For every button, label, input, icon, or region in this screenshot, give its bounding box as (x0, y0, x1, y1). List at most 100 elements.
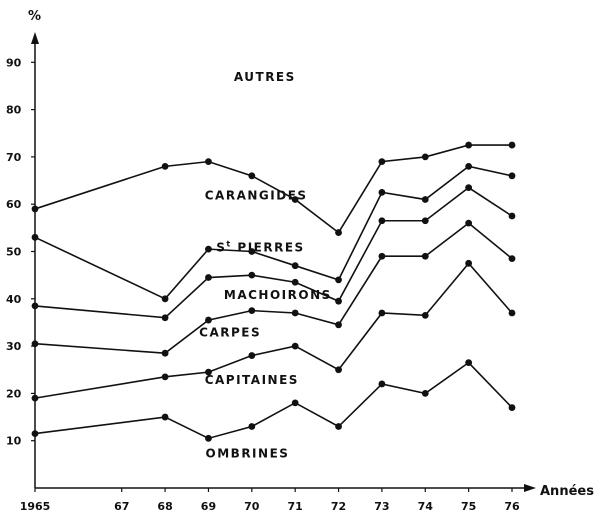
data-point (421, 153, 429, 161)
data-point (205, 368, 212, 376)
data-point (248, 172, 256, 180)
band-label: MACHOIRONS (224, 288, 332, 302)
data-point (205, 434, 212, 442)
x-tick-label: 74 (418, 500, 434, 513)
y-tick-label: 30 (6, 340, 22, 353)
x-tick-label: 69 (201, 500, 216, 513)
y-tick-label: 80 (6, 104, 22, 117)
x-tick-label: 1965 (20, 500, 51, 513)
data-point (205, 245, 212, 253)
data-point (508, 404, 516, 411)
data-point (335, 276, 342, 284)
data-point (465, 359, 473, 367)
data-point (465, 219, 473, 227)
series-line-5 (34, 165, 513, 300)
x-axis-arrow (524, 484, 536, 492)
data-point (508, 212, 516, 220)
data-point (31, 205, 39, 213)
data-point (248, 352, 256, 359)
y-tick-label: 40 (6, 293, 22, 306)
band-label: OMBRINES (206, 446, 290, 460)
data-point (205, 158, 212, 166)
data-point (205, 316, 212, 324)
series-line-6 (34, 144, 512, 234)
data-point (508, 309, 516, 317)
band-label: St PIERRES (216, 240, 304, 255)
data-point (335, 297, 342, 305)
data-point (335, 423, 342, 430)
data-point (291, 309, 299, 317)
x-tick-label: 73 (374, 500, 389, 513)
data-point (248, 423, 256, 430)
band-label: AUTRES (234, 70, 296, 84)
data-point (378, 380, 386, 388)
band-label: CARPES (199, 326, 261, 340)
x-tick-label: 71 (288, 500, 303, 513)
x-axis-label: Années (540, 484, 594, 499)
data-point (31, 340, 39, 348)
data-point (31, 302, 39, 310)
data-point (465, 162, 473, 170)
band-label: CAPITAINES (205, 373, 299, 387)
y-tick-label: 60 (6, 198, 22, 211)
data-point (161, 162, 169, 170)
data-point (378, 217, 386, 225)
x-ticks: 1965 67 68 69 70 71 72 73 74 75 76 (20, 488, 520, 513)
band-label: CARANGIDES (205, 188, 308, 202)
x-tick-label: 67 (114, 500, 129, 513)
data-point (31, 233, 39, 241)
y-axis-arrow (31, 32, 39, 44)
data-point (161, 295, 169, 303)
data-point (421, 390, 429, 397)
data-point (421, 196, 429, 203)
data-point (465, 141, 473, 149)
x-tick-label: 72 (331, 500, 346, 513)
data-point (378, 309, 386, 317)
data-point (161, 373, 169, 381)
series-line-2 (34, 262, 513, 399)
data-point (205, 274, 212, 281)
y-tick-label: 70 (6, 151, 22, 164)
data-point (335, 229, 342, 236)
data-point (161, 349, 169, 357)
data-point (291, 342, 299, 350)
band-labels: AUTRES CARANGIDES St PIERRES MACHOIRONS CARP… (199, 70, 332, 460)
data-point (421, 311, 429, 319)
y-axis-label: % (28, 9, 41, 24)
data-point (465, 259, 473, 267)
y-tick-label: 10 (6, 435, 22, 448)
data-point (508, 255, 516, 262)
data-point (421, 252, 429, 260)
data-point (291, 399, 299, 407)
data-point (161, 413, 169, 421)
x-tick-label: 68 (157, 500, 172, 513)
data-point (248, 307, 256, 315)
data-point (508, 172, 516, 180)
data-point (161, 314, 169, 322)
data-point (31, 430, 39, 438)
series-line-4 (34, 186, 513, 319)
data-point (291, 196, 299, 203)
series-line-1 (34, 361, 513, 440)
data-point (248, 271, 256, 279)
series-line-3 (34, 222, 513, 355)
y-tick-label: 90 (6, 56, 22, 69)
y-tick-label: 50 (6, 246, 22, 259)
data-point (421, 217, 429, 225)
y-ticks: 10 20 30 40 50 60 70 80 90 (6, 56, 35, 448)
data-point (508, 141, 516, 149)
data-point (31, 394, 39, 402)
data-point (335, 321, 342, 329)
series-group (31, 141, 516, 442)
data-point (291, 278, 299, 286)
data-point (248, 248, 256, 255)
data-point (378, 188, 386, 196)
x-tick-label: 76 (504, 500, 520, 513)
y-tick-label: 20 (6, 387, 22, 400)
data-point (335, 366, 342, 374)
data-point (378, 252, 386, 260)
x-tick-label: 75 (461, 500, 476, 513)
data-point (465, 184, 473, 192)
data-point (291, 262, 299, 270)
